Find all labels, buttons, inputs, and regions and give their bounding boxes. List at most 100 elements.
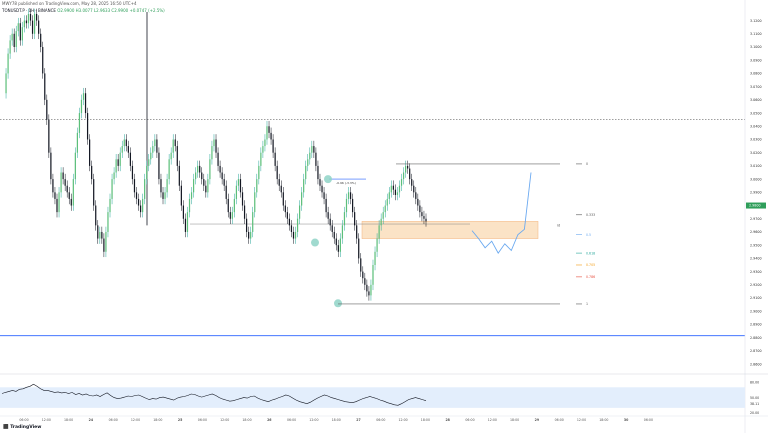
- time-axis[interactable]: 06:00 12:00 18:00 24 06:00 12:00 18:00 25 06:00 1…: [0, 415, 768, 422]
- candle-body: [402, 172, 405, 180]
- symbol-name[interactable]: TONUSDT.P · 1H · BINANCE: [2, 8, 56, 13]
- candle-body: [221, 172, 223, 180]
- candle-body: [276, 165, 278, 180]
- zone-label: id: [557, 224, 560, 228]
- candle-body: [172, 139, 174, 153]
- candle-body: [233, 198, 235, 213]
- rsi-tick-label: 80.00: [750, 380, 759, 384]
- rsi-tick-label: 38.11: [750, 402, 759, 406]
- candle-body: [347, 192, 350, 199]
- candle-body: [99, 231, 101, 239]
- price-tick-label: 2.8600: [750, 362, 762, 366]
- candle-body: [309, 152, 311, 160]
- candle-body: [40, 33, 42, 47]
- candle-body: [84, 93, 87, 114]
- candle-body: [298, 205, 301, 219]
- candle-body: [250, 231, 252, 239]
- candle-body: [11, 33, 13, 41]
- time-tick-label: 18:00: [510, 418, 519, 422]
- candle-body: [413, 185, 415, 193]
- price-tick-label: 2.8700: [750, 349, 762, 353]
- rsi-pane: 80.00 50.00 38.11 20.00: [0, 373, 768, 415]
- candle-body: [121, 146, 123, 153]
- price-tick-label: 2.9300: [750, 270, 762, 274]
- candle-body: [115, 159, 117, 173]
- candle-body: [264, 139, 266, 147]
- candle-body: [146, 165, 148, 180]
- time-tick-label: 12:00: [309, 418, 318, 422]
- candle-body: [313, 146, 315, 153]
- candle-body: [182, 205, 185, 219]
- candle-body: [219, 165, 221, 173]
- candle-body: [17, 23, 19, 32]
- logo-text: TradingView: [10, 425, 42, 430]
- candle-body: [76, 132, 79, 153]
- candle-body: [284, 205, 286, 213]
- current-price-label: 2.9800: [749, 204, 761, 208]
- candle-body: [164, 192, 166, 199]
- price-axis[interactable]: 3.1200 3.1100 3.1000 3.0900 3.0800 3.0700 3.06…: [744, 0, 766, 433]
- price-tick-label: 2.8800: [750, 336, 762, 340]
- time-tick-label: 18:00: [421, 418, 430, 422]
- candle-body: [111, 179, 113, 199]
- price-tick-label: 2.9000: [750, 309, 762, 313]
- candle-body: [225, 185, 227, 199]
- time-tick-label: 24: [89, 418, 94, 422]
- candle-body: [31, 20, 34, 34]
- candle-body: [107, 212, 109, 232]
- candle-body: [103, 238, 105, 252]
- fib-label-0.618: 0.618: [586, 251, 595, 255]
- candle-body: [89, 139, 91, 166]
- price-tick-label: 2.8900: [750, 323, 762, 327]
- candle-body: [358, 238, 360, 259]
- time-tick-label: 12:00: [42, 418, 51, 422]
- price-tick-label: 3.0300: [750, 138, 762, 142]
- candle-body: [66, 185, 68, 193]
- time-tick-label: 06:00: [287, 418, 296, 422]
- candle-body: [129, 152, 132, 166]
- candle-body: [33, 13, 36, 34]
- candle-body: [48, 119, 50, 153]
- candle-body: [195, 172, 197, 180]
- price-tick-label: 2.9700: [750, 217, 762, 221]
- candle-body: [398, 185, 401, 193]
- candle-body: [86, 113, 89, 140]
- candle-body: [272, 139, 274, 153]
- candle-body: [294, 231, 297, 239]
- candle-body: [42, 46, 44, 74]
- time-tick-label: 18:00: [153, 418, 162, 422]
- candle-body: [252, 212, 254, 232]
- candle-body: [327, 212, 329, 219]
- candle-body: [80, 99, 83, 114]
- price-tick-label: 2.9200: [750, 283, 762, 287]
- candle-body: [256, 179, 258, 193]
- candle-body: [227, 198, 229, 213]
- candle-body: [36, 13, 38, 21]
- fib-label-0.786: 0.786: [586, 275, 595, 279]
- time-tick-label: 18:00: [599, 418, 608, 422]
- candle-body: [162, 192, 164, 199]
- candle-body: [421, 212, 423, 217]
- candle-body: [144, 179, 146, 199]
- candle-body: [56, 198, 58, 213]
- price-tick-label: 3.0200: [750, 151, 762, 155]
- tradingview-logo[interactable]: ⬛ TradingView: [3, 425, 41, 430]
- candle-body: [405, 165, 407, 173]
- candle-body: [176, 146, 178, 166]
- candle-body: [160, 179, 162, 193]
- measure-label: -0.96 (-3.3%): [336, 181, 356, 185]
- candle-body: [205, 185, 207, 193]
- candle-body: [5, 73, 7, 94]
- candle-body: [382, 212, 384, 219]
- candle-body: [180, 185, 182, 206]
- rsi-line: [1, 383, 427, 406]
- candle-body: [407, 165, 409, 169]
- candle-body: [419, 205, 421, 213]
- candle-body: [215, 139, 217, 153]
- time-tick-label: 26: [267, 418, 272, 422]
- candle-body: [296, 218, 299, 232]
- candle-body: [203, 179, 205, 186]
- candle-body: [329, 218, 331, 226]
- candle-body: [50, 152, 52, 180]
